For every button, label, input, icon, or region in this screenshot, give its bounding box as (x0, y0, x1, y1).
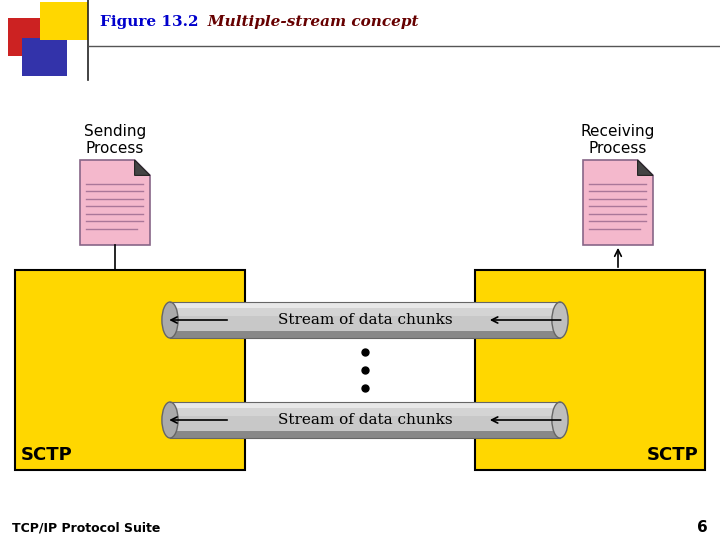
Polygon shape (135, 160, 150, 176)
Bar (170, 302, 560, 308)
Text: Multiple-stream concept: Multiple-stream concept (192, 15, 418, 29)
Text: TCP/IP Protocol Suite: TCP/IP Protocol Suite (12, 522, 161, 535)
Ellipse shape (552, 402, 568, 438)
Text: Receiving
Process: Receiving Process (581, 124, 655, 156)
Bar (170, 302, 560, 338)
Text: Stream of data chunks: Stream of data chunks (278, 413, 452, 427)
Polygon shape (80, 160, 150, 245)
Bar (40, 2, 88, 40)
Bar (170, 431, 560, 438)
Text: Sending
Process: Sending Process (84, 124, 146, 156)
Bar (8, 18, 56, 56)
Bar (475, 270, 705, 470)
Bar (170, 308, 560, 316)
Polygon shape (583, 160, 653, 245)
Polygon shape (638, 160, 653, 176)
Text: SCTP: SCTP (647, 446, 699, 464)
Ellipse shape (162, 302, 178, 338)
Bar (170, 331, 560, 338)
Ellipse shape (552, 302, 568, 338)
Text: Stream of data chunks: Stream of data chunks (278, 313, 452, 327)
Bar (170, 408, 560, 416)
Ellipse shape (162, 402, 178, 438)
Text: 6: 6 (697, 521, 708, 536)
Text: SCTP: SCTP (21, 446, 73, 464)
Text: Figure 13.2: Figure 13.2 (100, 15, 199, 29)
Bar (170, 402, 560, 438)
Bar (170, 402, 560, 408)
Bar (15, 270, 245, 470)
Bar (22, 38, 67, 76)
